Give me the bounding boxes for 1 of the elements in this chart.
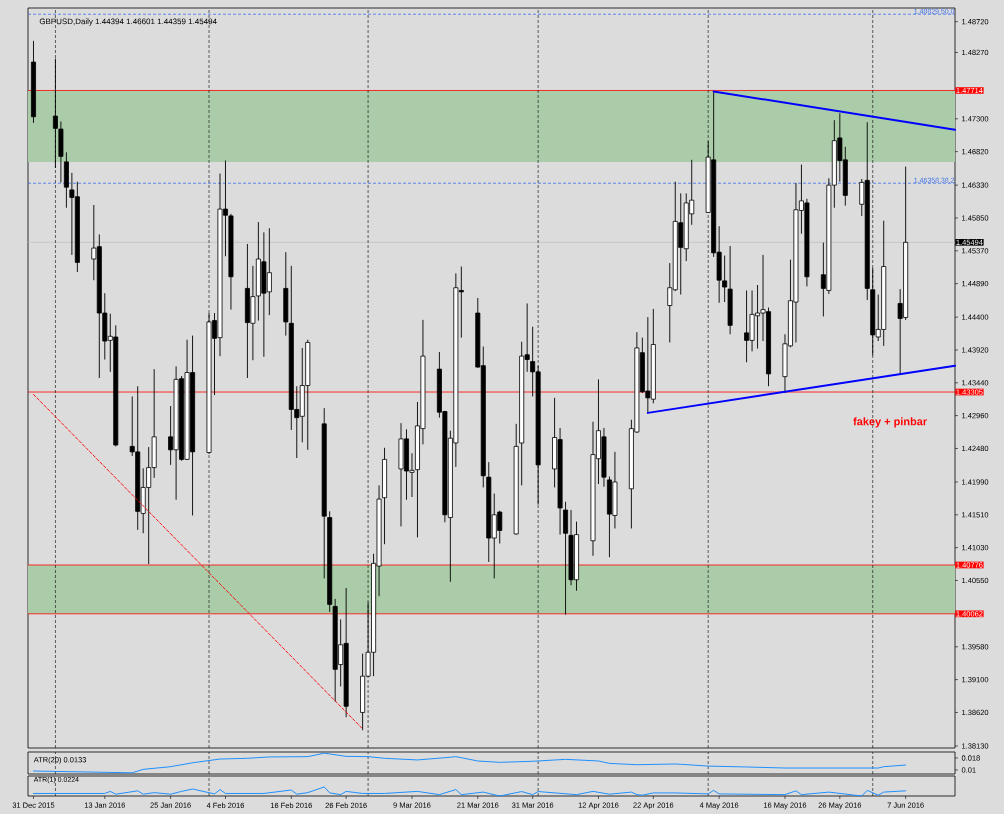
annotation: fakey + pinbar [853, 417, 927, 428]
